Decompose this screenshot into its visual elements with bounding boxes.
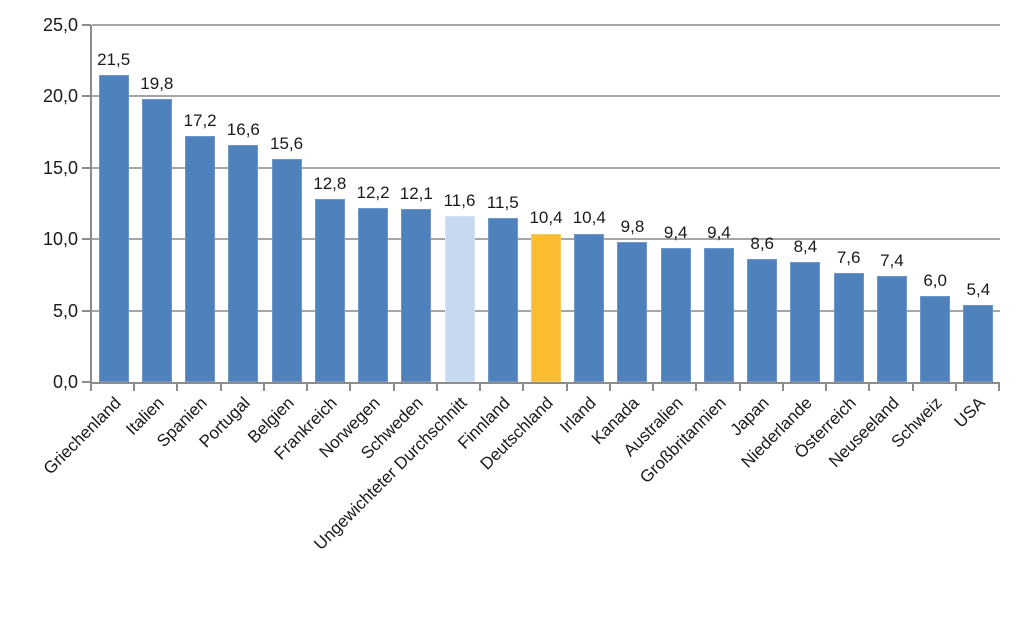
- x-tick-mark: [219, 384, 222, 391]
- x-tick-mark: [825, 384, 828, 391]
- value-label: 21,5: [97, 49, 131, 69]
- gridline: [92, 166, 1000, 169]
- value-label: 9,8: [620, 217, 645, 237]
- x-tick-mark: [392, 384, 395, 391]
- x-tick-mark: [652, 384, 655, 391]
- value-label: 7,4: [880, 251, 904, 271]
- value-label: 6,0: [923, 271, 947, 291]
- y-tick-label: 15,0: [42, 157, 78, 178]
- bar--sterreich: [833, 273, 864, 382]
- value-label: 15,6: [270, 134, 304, 154]
- value-label: 19,8: [140, 74, 174, 94]
- x-tick-mark: [90, 384, 92, 391]
- x-tick-mark: [738, 384, 741, 391]
- x-tick-mark: [435, 384, 438, 391]
- bar-norwegen: [358, 207, 389, 382]
- y-tick-mark: [82, 24, 91, 26]
- bar-frankreich: [314, 199, 345, 382]
- bar-schweden: [401, 209, 432, 382]
- y-tick-mark: [82, 309, 91, 312]
- x-tick-mark: [349, 384, 352, 391]
- bar-schweiz: [920, 296, 951, 382]
- bar-neuseeland: [876, 276, 907, 382]
- gridline: [92, 95, 1000, 98]
- bar-kanada: [617, 242, 648, 382]
- bar-portugal: [228, 144, 259, 382]
- value-label: 9,4: [663, 222, 688, 242]
- x-tick-mark: [176, 384, 179, 391]
- bar-spanien: [185, 136, 216, 382]
- bar-italien: [141, 99, 172, 382]
- bar-ungewichteter-durchschnitt: [444, 216, 475, 382]
- x-tick-mark: [868, 384, 871, 391]
- y-tick-mark: [82, 166, 91, 169]
- gridline: [92, 24, 1000, 26]
- x-tick-mark: [306, 384, 309, 391]
- value-label: 17,2: [183, 111, 217, 131]
- value-label: 11,5: [486, 192, 519, 212]
- y-tick-mark: [82, 381, 91, 383]
- value-label: 12,2: [356, 182, 390, 202]
- y-tick-label: 5,0: [52, 300, 78, 321]
- bar-usa: [963, 304, 994, 382]
- value-label: 5,4: [966, 279, 991, 299]
- value-label: 10,4: [529, 208, 563, 228]
- value-label: 9,4: [707, 222, 731, 242]
- bar-finnland: [487, 217, 518, 382]
- value-label: 16,6: [226, 119, 260, 139]
- x-tick-mark: [781, 384, 784, 391]
- bar-belgien: [271, 159, 302, 382]
- x-tick-mark: [133, 384, 136, 391]
- bar-irland: [574, 233, 605, 382]
- x-tick-mark: [565, 384, 568, 391]
- value-label: 12,8: [313, 174, 347, 194]
- x-tick-mark: [954, 384, 957, 391]
- y-tick-label: 25,0: [42, 15, 78, 35]
- value-label: 8,6: [750, 234, 774, 254]
- value-label: 11,6: [443, 191, 476, 211]
- y-tick-label: 10,0: [42, 229, 78, 250]
- value-label: 8,4: [793, 237, 818, 257]
- bar-niederlande: [790, 262, 821, 382]
- bar-griechenland: [98, 74, 129, 382]
- x-tick-mark: [479, 384, 482, 391]
- x-tick-mark: [695, 384, 698, 391]
- x-tick-mark: [998, 384, 1000, 391]
- value-label: 12,1: [399, 184, 433, 204]
- bar-japan: [747, 259, 778, 382]
- y-tick-label: 20,0: [42, 86, 78, 107]
- value-label: 7,6: [836, 248, 861, 268]
- x-tick-mark: [911, 384, 914, 391]
- bar-australien: [660, 247, 691, 382]
- y-tick-mark: [82, 238, 91, 241]
- x-tick-mark: [608, 384, 611, 391]
- value-label: 10,4: [572, 208, 606, 228]
- bar-deutschland: [531, 233, 561, 382]
- x-tick-mark: [522, 384, 525, 391]
- y-tick-mark: [82, 95, 91, 98]
- plot-area: 21,5 19,8 17,2 16,6 15,6 12,8 12,2 12,1 11,6 11,5…: [90, 24, 1000, 384]
- x-tick-mark: [262, 384, 265, 391]
- bar-gro-britannien: [703, 247, 734, 382]
- y-tick-label: 0,0: [52, 372, 78, 392]
